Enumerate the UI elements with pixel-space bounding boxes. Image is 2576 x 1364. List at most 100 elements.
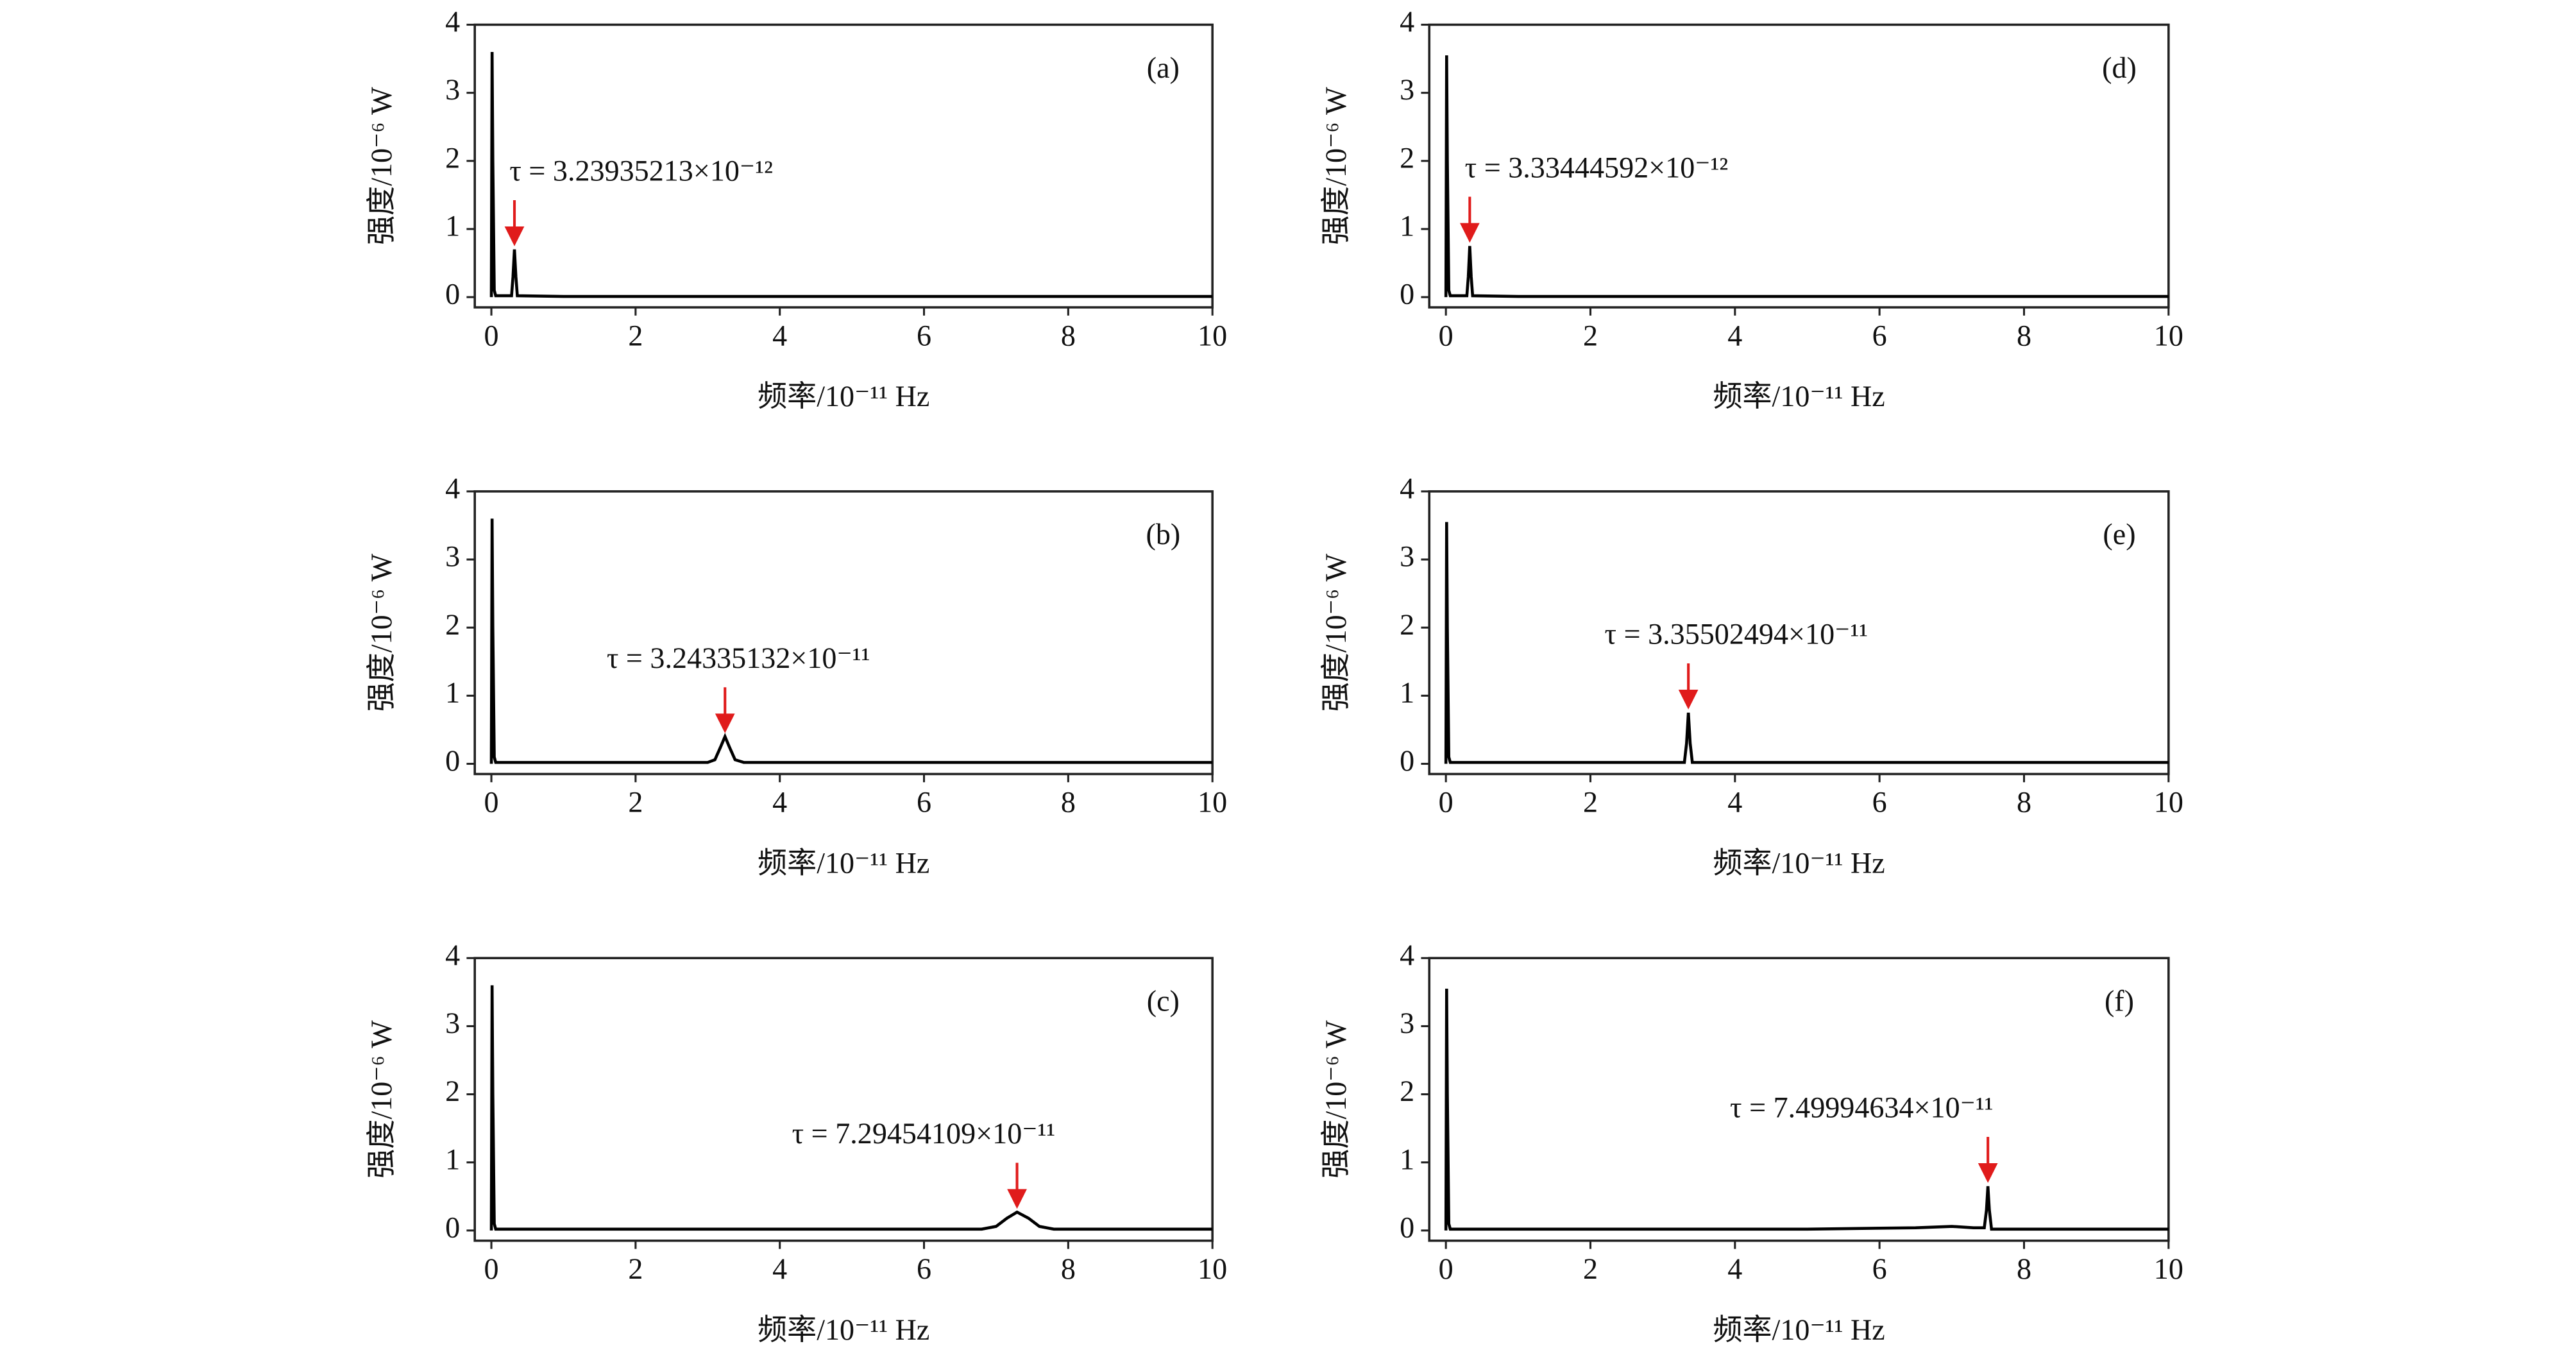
y-tick-label: 2	[1400, 141, 1414, 174]
y-tick-label: 1	[445, 1143, 460, 1175]
x-tick-label: 4	[772, 786, 787, 819]
x-tick-label: 0	[1439, 1252, 1453, 1285]
x-tick-label: 10	[2154, 319, 2183, 352]
x-tick-label: 0	[1439, 319, 1453, 352]
plot-frame	[473, 490, 1214, 776]
spectrum-line	[489, 518, 1213, 764]
plot-frame	[473, 23, 1214, 309]
spectrum-line	[489, 51, 1213, 298]
x-tick-label: 4	[1727, 319, 1742, 352]
spectrum-line	[489, 985, 1213, 1231]
annotation: τ = 7.49994634×10⁻¹¹	[1730, 1091, 1994, 1124]
y-tick-label: 1	[445, 210, 460, 243]
annotation: τ = 3.24335132×10⁻¹¹	[607, 642, 870, 674]
annotation: τ = 7.29454109×10⁻¹¹	[792, 1117, 1056, 1150]
y-tick-label: 4	[445, 5, 460, 38]
arrow-head	[1978, 1163, 1998, 1183]
spectrum-line	[1444, 522, 2169, 764]
x-tick-label: 10	[1198, 1252, 1227, 1285]
x-tick-label: 6	[1872, 319, 1887, 352]
annotation: τ = 3.35502494×10⁻¹¹	[1605, 618, 1868, 651]
x-tick-label: 8	[2017, 786, 2031, 819]
x-tick-label: 0	[484, 1252, 499, 1285]
panel: 0 2 4 6 8 10 0 1 2 3 4 频率/10⁻¹¹ Hz 强度/10⁻⁶ W (c) τ = 7…	[365, 939, 1227, 1346]
x-tick-label: 10	[2154, 786, 2183, 819]
x-tick-label: 2	[1583, 1252, 1598, 1285]
y-tick-label: 3	[1400, 73, 1414, 106]
y-axis-label: 强度/10⁻⁶ W	[1319, 87, 1352, 245]
y-tick-label: 3	[445, 540, 460, 573]
y-tick-label: 0	[1400, 1211, 1414, 1243]
x-tick-label: 4	[1727, 786, 1742, 819]
y-tick-label: 3	[1400, 1007, 1414, 1039]
arrow-head	[1678, 690, 1699, 710]
annotation: τ = 3.33444592×10⁻¹²	[1465, 151, 1729, 183]
panel: 0 2 4 6 8 10 0 1 2 3 4 频率/10⁻¹¹ Hz 强度/10⁻⁶ W (b) τ = 3…	[365, 472, 1227, 879]
y-tick-label: 4	[1400, 5, 1414, 38]
x-axis-label: 频率/10⁻¹¹ Hz	[1713, 380, 1885, 413]
y-tick-label: 2	[445, 608, 460, 641]
y-axis-label: 强度/10⁻⁶ W	[365, 1020, 398, 1179]
x-tick-label: 6	[917, 1252, 931, 1285]
x-tick-label: 2	[628, 1252, 643, 1285]
x-tick-label: 8	[1061, 786, 1076, 819]
x-tick-label: 10	[2154, 1252, 2183, 1285]
x-tick-label: 2	[628, 319, 643, 352]
arrow-head	[1007, 1189, 1027, 1209]
x-tick-label: 4	[772, 319, 787, 352]
arrow-head	[715, 713, 735, 733]
y-tick-label: 4	[445, 939, 460, 971]
x-tick-label: 0	[1439, 786, 1453, 819]
y-axis-label: 强度/10⁻⁶ W	[1319, 553, 1352, 712]
panel-label: (b)	[1146, 518, 1180, 550]
y-tick-label: 3	[1400, 540, 1414, 573]
spectrum-line	[1444, 989, 2169, 1231]
arrow-head	[1459, 223, 1480, 243]
x-tick-label: 10	[1198, 786, 1227, 819]
x-tick-label: 6	[1872, 786, 1887, 819]
panel-label: (c)	[1147, 985, 1180, 1018]
y-tick-label: 0	[445, 1211, 460, 1243]
plot-frame	[1428, 490, 2170, 776]
x-tick-label: 0	[484, 319, 499, 352]
panel: 0 2 4 6 8 10 0 1 2 3 4 频率/10⁻¹¹ Hz 强度/10⁻⁶ W (d) τ = 3…	[1319, 5, 2183, 413]
x-tick-label: 6	[917, 319, 931, 352]
x-axis-label: 频率/10⁻¹¹ Hz	[758, 380, 929, 413]
y-tick-label: 3	[445, 73, 460, 106]
panel: 0 2 4 6 8 10 0 1 2 3 4 频率/10⁻¹¹ Hz 强度/10⁻⁶ W (a) τ = 3…	[365, 5, 1227, 413]
panel-label: (f)	[2105, 985, 2134, 1018]
y-tick-label: 4	[1400, 939, 1414, 971]
plot-frame	[1428, 23, 2170, 309]
x-tick-label: 2	[1583, 786, 1598, 819]
y-axis-label: 强度/10⁻⁶ W	[1319, 1020, 1352, 1179]
y-tick-label: 3	[445, 1007, 460, 1039]
y-axis-label: 强度/10⁻⁶ W	[365, 87, 398, 245]
y-tick-label: 2	[445, 141, 460, 174]
y-axis-label: 强度/10⁻⁶ W	[365, 553, 398, 712]
y-tick-label: 0	[1400, 744, 1414, 777]
x-tick-label: 8	[2017, 1252, 2031, 1285]
x-axis-label: 频率/10⁻¹¹ Hz	[1713, 846, 1885, 879]
y-tick-label: 1	[1400, 1143, 1414, 1175]
x-tick-label: 4	[1727, 1252, 1742, 1285]
x-tick-label: 8	[1061, 319, 1076, 352]
x-tick-label: 0	[484, 786, 499, 819]
spectrum-line	[1444, 55, 2169, 298]
y-tick-label: 4	[1400, 472, 1414, 504]
x-axis-label: 频率/10⁻¹¹ Hz	[1713, 1313, 1885, 1346]
panel: 0 2 4 6 8 10 0 1 2 3 4 频率/10⁻¹¹ Hz 强度/10⁻⁶ W (e) τ = 3…	[1319, 472, 2183, 879]
y-tick-label: 2	[1400, 608, 1414, 641]
plot-frame	[1428, 957, 2170, 1242]
x-tick-label: 6	[917, 786, 931, 819]
y-tick-label: 4	[445, 472, 460, 504]
y-tick-label: 0	[1400, 278, 1414, 311]
x-tick-label: 8	[1061, 1252, 1076, 1285]
annotation: τ = 3.23935213×10⁻¹²	[509, 155, 773, 187]
y-tick-label: 2	[445, 1075, 460, 1107]
x-tick-label: 2	[628, 786, 643, 819]
y-tick-label: 0	[445, 744, 460, 777]
x-tick-label: 4	[772, 1252, 787, 1285]
y-tick-label: 2	[1400, 1075, 1414, 1107]
x-axis-label: 频率/10⁻¹¹ Hz	[758, 846, 929, 879]
